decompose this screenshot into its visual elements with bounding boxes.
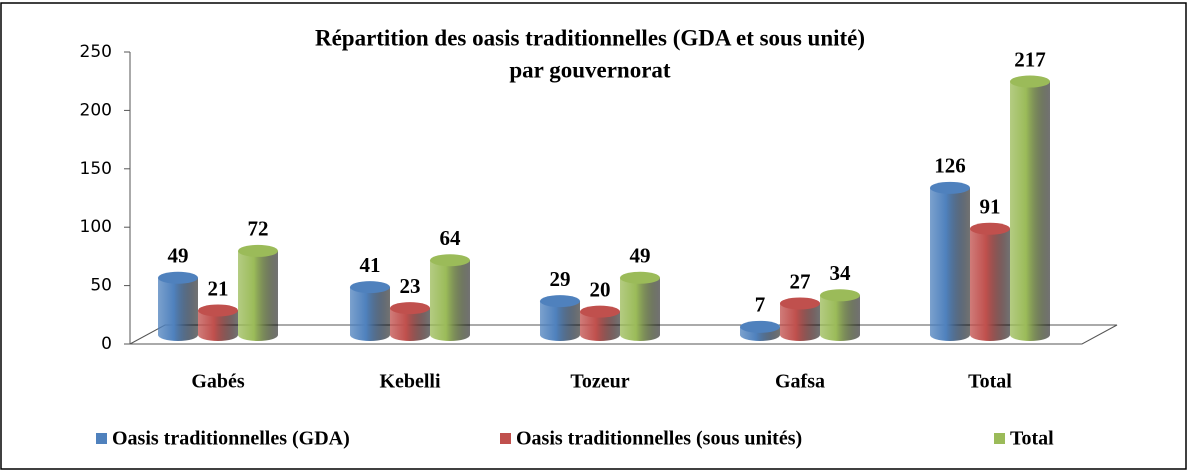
legend-swatch <box>96 433 107 444</box>
bar <box>740 320 780 341</box>
x-tick-label: Tozeur <box>570 371 629 393</box>
data-label: 126 <box>934 154 966 178</box>
bar <box>390 302 430 341</box>
bar <box>970 222 1010 341</box>
bar <box>820 289 860 341</box>
data-label: 29 <box>550 267 571 291</box>
bar <box>930 181 970 341</box>
y-tick-label: 250 <box>80 42 112 62</box>
bar <box>158 271 198 341</box>
chart-title: par gouvernorat <box>509 57 671 82</box>
bar <box>780 297 820 341</box>
legend-swatch <box>994 433 1005 444</box>
data-label: 49 <box>168 244 189 268</box>
bar <box>238 244 278 341</box>
data-label: 27 <box>790 269 811 293</box>
x-tick-label: Kebelli <box>379 371 441 393</box>
legend-swatch <box>500 433 511 444</box>
data-label: 23 <box>400 274 421 298</box>
legend-label: Total <box>1010 428 1054 450</box>
legend-label: Oasis traditionnelles (GDA) <box>112 428 350 450</box>
data-label: 49 <box>630 244 651 268</box>
data-label: 7 <box>755 293 766 317</box>
x-tick-label: Gafsa <box>775 371 825 393</box>
bar <box>1010 75 1050 341</box>
data-label: 64 <box>440 226 462 250</box>
y-tick-label: 150 <box>80 159 112 179</box>
bar <box>198 304 238 341</box>
data-label: 217 <box>1014 47 1046 71</box>
x-tick-label: Gabés <box>191 371 245 393</box>
data-label: 41 <box>360 253 381 277</box>
chart-title: Répartition des oasis traditionnelles (G… <box>315 25 865 50</box>
data-label: 21 <box>208 276 229 300</box>
legend-label: Oasis traditionnelles (sous unités) <box>516 428 802 450</box>
data-label: 72 <box>248 217 269 241</box>
y-tick-label: 100 <box>80 217 112 237</box>
data-label: 91 <box>980 195 1001 219</box>
bar <box>350 281 390 341</box>
y-tick-label: 0 <box>101 334 112 354</box>
bar <box>580 305 620 341</box>
y-tick-label: 200 <box>80 100 112 120</box>
bar <box>430 254 470 341</box>
x-tick-label: Total <box>968 371 1012 393</box>
y-tick-label: 50 <box>90 276 112 296</box>
bar <box>620 271 660 341</box>
bar <box>540 295 580 341</box>
data-label: 20 <box>590 277 611 301</box>
data-label: 34 <box>830 261 852 285</box>
